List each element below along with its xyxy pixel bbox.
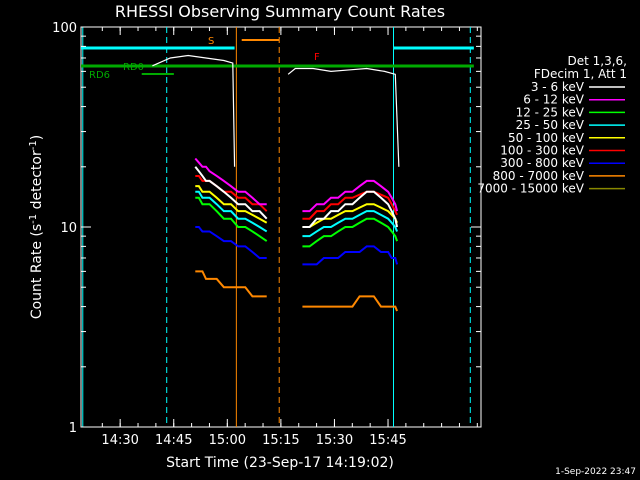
series-line-3 [195, 190, 268, 233]
legend-header-2: FDecim 1, Att 1 [534, 67, 627, 81]
legend-label: 300 - 800 keV [500, 156, 584, 170]
series-line-1 [194, 157, 267, 206]
y-axis-label: Count Rate (s-1 detector-1) [28, 135, 45, 319]
rate-trace-top [152, 54, 236, 167]
saa-label: S [208, 36, 214, 47]
y-axis-label-part1: Count Rate (s [29, 224, 45, 319]
legend-label: 3 - 6 keV [531, 80, 585, 94]
legend-label: 25 - 50 keV [516, 118, 585, 132]
plot-frame [80, 26, 482, 428]
y-tick-label: 100 [52, 21, 77, 36]
x-axis-label: Start Time (23-Sep-17 14:19:02) [166, 455, 394, 471]
series-line-0 [194, 166, 268, 220]
series-line-6 [195, 226, 267, 259]
series-line-3 [302, 210, 398, 238]
legend-header-1: Det 1,3,6, [568, 54, 628, 68]
chart-title: RHESSI Observing Summary Count Rates [115, 2, 445, 21]
x-tick-label: 14:30 [101, 433, 138, 448]
series-line-2 [302, 217, 399, 248]
series-line-5 [302, 190, 398, 220]
series-line-7 [302, 295, 398, 312]
series-line-4 [302, 203, 398, 228]
y-axis-label-part3: ) [29, 135, 45, 140]
series-layer [194, 157, 399, 312]
y-axis-label-exp2: -1 [28, 140, 39, 150]
rd6-label: RD6 [89, 70, 110, 81]
legend-label: 50 - 100 keV [508, 131, 585, 145]
rate-trace-top [287, 67, 400, 167]
series-line-4 [195, 185, 268, 224]
legend-label: 12 - 25 keV [516, 105, 585, 119]
flare-label: F [314, 52, 320, 63]
series-line-1 [302, 179, 399, 213]
legend-label: 800 - 7000 keV [493, 169, 585, 183]
series-line-7 [195, 270, 267, 298]
x-tick-label: 15:00 [209, 433, 246, 448]
x-tick-label: 15:15 [262, 433, 299, 448]
y-tick-label: 10 [60, 221, 77, 236]
x-tick-label: 15:45 [369, 433, 406, 448]
legend-label: 100 - 300 keV [500, 144, 584, 158]
series-line-0 [302, 190, 399, 228]
y-axis-label-part2: detector [29, 150, 45, 214]
rd0-label: RD0 [123, 62, 144, 73]
axes-layer: 14:30 14:45 15:00 15:15 15:30 15:45 1 10 100 [52, 21, 481, 448]
series-line-2 [195, 196, 268, 242]
timestamp: 1-Sep-2022 23:47 [555, 467, 636, 477]
series-line-6 [302, 245, 399, 266]
y-axis-label-exp1: -1 [28, 214, 39, 224]
x-tick-label: 14:45 [155, 433, 192, 448]
legend-label: 7000 - 15000 keV [477, 182, 584, 196]
observing-flags: RD0 RD6 S F [81, 27, 474, 427]
legend-label: 6 - 12 keV [523, 93, 585, 107]
x-tick-label: 15:30 [316, 433, 353, 448]
y-tick-label: 1 [69, 421, 77, 436]
